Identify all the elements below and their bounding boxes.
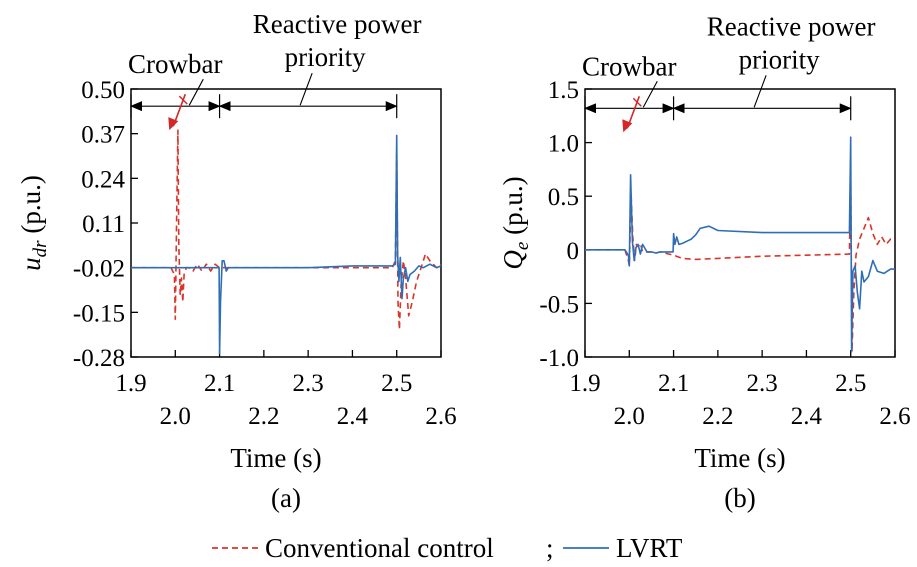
series-group	[585, 136, 895, 353]
legend-label-conventional: Conventional control	[265, 533, 494, 563]
y-tick-label: -1.0	[539, 345, 579, 372]
y-tick-label: 0.24	[81, 166, 125, 193]
x-tick-label: 2.2	[248, 403, 279, 430]
chart-panel-b: 1.5 1.0 0.5 0 -0.5 -1.0 1.9 2.0 2.1 2.2 2.3 2.4 2.5…	[498, 11, 911, 513]
y-axis-label-unit: (p.u.)	[498, 176, 528, 241]
x-tick-label: 2.0	[614, 403, 645, 430]
y-tick-label: 0.37	[81, 122, 125, 149]
y-axis-label-var: Q	[498, 250, 528, 270]
y-axis-label-sub: dr	[30, 240, 51, 258]
reactive-leader-line	[753, 75, 767, 108]
fault-arrow-tail	[632, 97, 642, 107]
y-tick-label: -0.15	[73, 300, 125, 327]
series-group	[131, 129, 442, 355]
series-line-lvrt	[585, 136, 895, 353]
x-tick-label: 2.4	[337, 403, 369, 430]
reactive-label-line2: priority	[739, 44, 820, 74]
x-tick-label: 2.5	[381, 370, 412, 397]
legend: Conventional control ; LVRT	[212, 533, 683, 563]
x-tick-label: 2.0	[160, 403, 191, 430]
crowbar-leader-line	[188, 78, 204, 106]
series-line-conventional-control	[131, 129, 442, 331]
plot-frame	[130, 88, 442, 358]
y-tick-label: 0.5	[548, 184, 579, 211]
y-axis-ticks: 1.5 1.0 0.5 0 -0.5 -1.0	[539, 77, 592, 372]
x-tick-label: 1.9	[115, 370, 146, 397]
fault-arrow-head	[168, 117, 179, 131]
crowbar-leader-line	[642, 81, 658, 108]
y-tick-label: 0.11	[82, 211, 125, 238]
chart-panel-a: 0.50 0.37 0.24 0.11 -0.02 -0.15 -0.28 1.9 2.0 2.…	[16, 9, 457, 513]
x-tick-label: 2.3	[293, 370, 324, 397]
y-axis-label-sub: e	[512, 242, 533, 250]
x-axis-ticks: 1.9 2.0 2.1 2.2 2.3 2.4 2.5 2.6	[569, 350, 911, 430]
panel-label: (b)	[724, 483, 755, 513]
reactive-label-line1: Reactive power	[253, 9, 422, 39]
x-tick-label: 2.2	[702, 403, 733, 430]
legend-label-lvrt: LVRT	[616, 533, 683, 563]
x-tick-label: 2.6	[425, 403, 456, 430]
crowbar-label: Crowbar	[128, 49, 222, 79]
x-tick-label: 2.1	[204, 370, 235, 397]
y-tick-label: 1.0	[548, 131, 579, 158]
y-axis-label-unit: (p.u.)	[16, 175, 46, 240]
crowbar-label: Crowbar	[582, 51, 676, 81]
x-axis-label: Time (s)	[230, 443, 321, 473]
y-tick-label: 0	[567, 238, 580, 265]
x-tick-label: 1.9	[569, 370, 600, 397]
y-axis-label-var: u	[16, 257, 46, 271]
y-tick-label: -0.5	[539, 291, 579, 318]
x-tick-label: 2.4	[791, 403, 823, 430]
x-axis-ticks: 1.9 2.0 2.1 2.2 2.3 2.4 2.5 2.6	[115, 350, 457, 430]
y-axis-label: udr (p.u.)	[16, 175, 51, 271]
legend-separator: ;	[546, 533, 554, 563]
plot-frame	[584, 88, 896, 358]
x-tick-label: 2.1	[658, 370, 689, 397]
x-tick-label: 2.3	[747, 370, 778, 397]
y-axis-label: Qe (p.u.)	[498, 176, 533, 269]
x-tick-label: 2.5	[835, 370, 866, 397]
y-tick-label: -0.02	[73, 256, 125, 283]
fault-arrow-head	[622, 119, 633, 133]
reactive-leader-line	[299, 72, 313, 106]
x-tick-label: 2.6	[879, 403, 910, 430]
y-tick-label: -0.28	[73, 345, 125, 372]
reactive-label-line1: Reactive power	[707, 11, 876, 41]
y-tick-label: 0.50	[81, 77, 125, 104]
x-axis-label: Time (s)	[694, 443, 785, 473]
reactive-label-line2: priority	[285, 42, 366, 72]
panel-label: (a)	[271, 483, 301, 513]
y-tick-label: 1.5	[548, 77, 579, 104]
y-axis-ticks: 0.50 0.37 0.24 0.11 -0.02 -0.15 -0.28	[73, 77, 138, 372]
fault-arrow-tail	[178, 95, 188, 105]
series-line-lvrt	[131, 134, 442, 355]
